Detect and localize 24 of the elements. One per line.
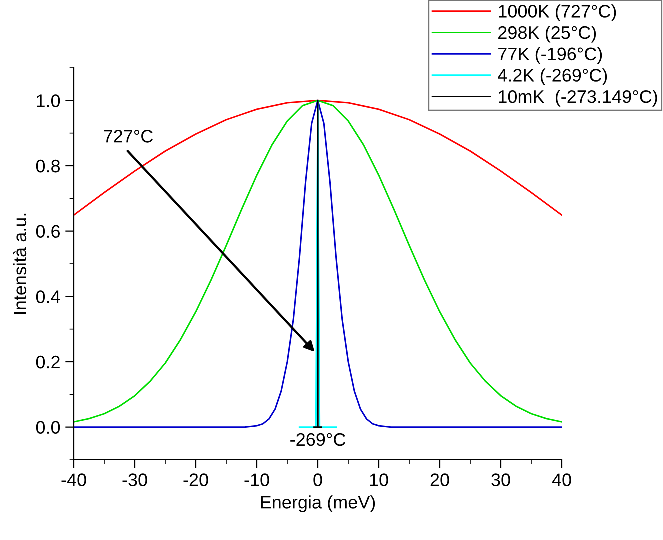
y-tick-label: 0.2 bbox=[36, 356, 60, 369]
x-tick-label: -30 bbox=[122, 474, 148, 486]
x-tick-label: -20 bbox=[184, 474, 208, 486]
x-axis-title: Energia (meV) bbox=[261, 496, 376, 512]
annotation: -269°C bbox=[290, 433, 346, 446]
y-tick-label: 0.6 bbox=[36, 225, 60, 238]
y-tick-label: 0.4 bbox=[36, 290, 60, 304]
x-tick-label: 0 bbox=[314, 474, 322, 486]
x-tick-label: -10 bbox=[244, 474, 270, 486]
x-tick-label: -40 bbox=[62, 474, 86, 486]
y-tick-label: 1.0 bbox=[37, 94, 60, 108]
x-tick-label: 40 bbox=[552, 474, 572, 486]
legend-label: 4.2K (-269°C) bbox=[498, 68, 608, 86]
y-axis-title: Intensità a.u. bbox=[13, 214, 27, 314]
annotation: 727°C bbox=[104, 130, 153, 143]
x-tick-label: 10 bbox=[370, 474, 388, 486]
y-tick-label: 0.0 bbox=[36, 421, 60, 434]
legend-label: 10mK (-273.149°C) bbox=[499, 90, 658, 107]
y-tick-label: 0.8 bbox=[36, 160, 60, 173]
x-tick-label: 20 bbox=[430, 474, 450, 486]
legend-label: 77K (-196°C) bbox=[498, 47, 602, 64]
legend-label: 1000K (727°C) bbox=[499, 4, 616, 22]
x-tick-label: 30 bbox=[492, 474, 510, 486]
legend-label: 298K (25°C) bbox=[498, 26, 596, 43]
